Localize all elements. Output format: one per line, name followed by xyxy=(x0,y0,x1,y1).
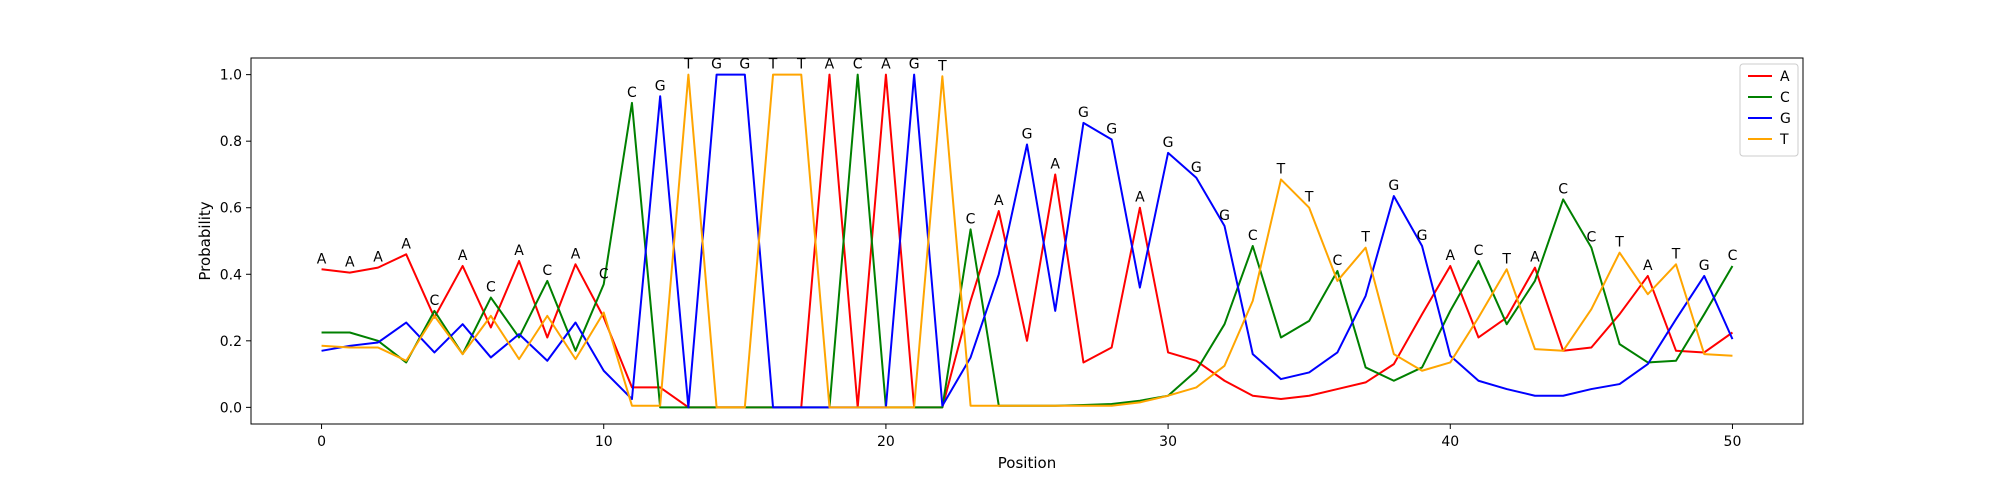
peak-label: G xyxy=(1191,160,1202,176)
peak-label: T xyxy=(768,57,778,73)
peak-label: T xyxy=(683,57,693,73)
peak-label: T xyxy=(1614,235,1624,251)
peak-label: A xyxy=(881,57,891,73)
peak-label: G xyxy=(1078,105,1089,121)
peak-label: A xyxy=(1530,250,1540,266)
peak-label: A xyxy=(317,251,327,267)
peak-label: A xyxy=(1445,248,1455,264)
x-tick-label: 10 xyxy=(595,434,613,450)
y-tick-label: 0.4 xyxy=(220,267,242,283)
peak-label: G xyxy=(909,57,920,73)
x-tick-label: 20 xyxy=(877,434,895,450)
series-line-t xyxy=(321,73,1733,409)
x-axis-title: Position xyxy=(998,454,1056,472)
peak-label: G xyxy=(711,57,722,73)
peak-label: A xyxy=(345,255,355,271)
series-layer xyxy=(321,73,1734,409)
peak-label: A xyxy=(1050,156,1060,172)
peak-label: A xyxy=(458,248,468,264)
legend-label: G xyxy=(1780,111,1791,127)
peak-label: A xyxy=(514,243,524,259)
x-tick-label: 50 xyxy=(1724,434,1742,450)
peak-label: C xyxy=(430,293,440,309)
peak-label: C xyxy=(1728,248,1738,264)
peak-label: G xyxy=(655,78,666,94)
peak-label: A xyxy=(571,246,581,262)
legend-label: T xyxy=(1779,132,1789,148)
peak-label: T xyxy=(1276,161,1286,177)
plot-frame xyxy=(250,57,1804,425)
peak-label: C xyxy=(1333,253,1343,269)
peak-label: A xyxy=(373,250,383,266)
series-line-a xyxy=(321,73,1734,409)
peak-label: C xyxy=(1558,181,1568,197)
y-tick-label: 0.0 xyxy=(220,400,242,416)
series-line-g xyxy=(321,73,1734,409)
peak-label: G xyxy=(1106,122,1117,138)
peak-label: T xyxy=(1501,251,1511,267)
peak-label: C xyxy=(542,263,552,279)
peak-label: A xyxy=(1135,190,1145,206)
peak-label: C xyxy=(1586,230,1596,246)
y-tick-label: 0.6 xyxy=(220,201,242,217)
peak-label: G xyxy=(1388,178,1399,194)
peak-label: C xyxy=(599,266,609,282)
peak-label-layer: A A A A C A C A C A C C G T G G T T A C A G T C A G A G G A G G G C T T C T G G… xyxy=(317,57,1738,309)
legend-box xyxy=(1739,63,1799,157)
x-tick-label: 0 xyxy=(317,434,326,450)
legend-label: C xyxy=(1780,90,1790,106)
x-tick-label: 40 xyxy=(1441,434,1459,450)
y-axis: 0.0 0.2 0.4 0.6 0.8 1.0 xyxy=(220,68,251,416)
peak-label: C xyxy=(486,280,496,296)
peak-label: C xyxy=(966,211,976,227)
peak-label: C xyxy=(853,57,863,73)
peak-label: T xyxy=(1304,190,1314,206)
y-tick-label: 0.2 xyxy=(220,334,242,350)
peak-label: G xyxy=(1219,208,1230,224)
y-tick-label: 1.0 xyxy=(220,68,242,84)
peak-label: G xyxy=(1417,228,1428,244)
x-axis: 0 10 20 30 40 50 xyxy=(317,424,1741,450)
peak-label: A xyxy=(1643,258,1653,274)
x-tick-label: 30 xyxy=(1159,434,1177,450)
peak-label: T xyxy=(1671,246,1681,262)
peak-label: A xyxy=(994,193,1004,209)
legend-label: A xyxy=(1780,69,1790,85)
y-tick-label: 0.8 xyxy=(220,134,242,150)
peak-label: T xyxy=(937,58,947,74)
peak-label: C xyxy=(1248,228,1258,244)
peak-label: G xyxy=(1163,135,1174,151)
peak-label: C xyxy=(1474,243,1484,259)
peak-label: G xyxy=(1022,127,1033,143)
peak-label: T xyxy=(796,57,806,73)
y-axis-title: Probability xyxy=(196,201,214,280)
peak-label: G xyxy=(739,57,750,73)
peak-label: G xyxy=(1699,258,1710,274)
peak-label: C xyxy=(627,85,637,101)
peak-label: A xyxy=(401,236,411,252)
peak-label: T xyxy=(1360,230,1370,246)
peak-label: A xyxy=(825,57,835,73)
